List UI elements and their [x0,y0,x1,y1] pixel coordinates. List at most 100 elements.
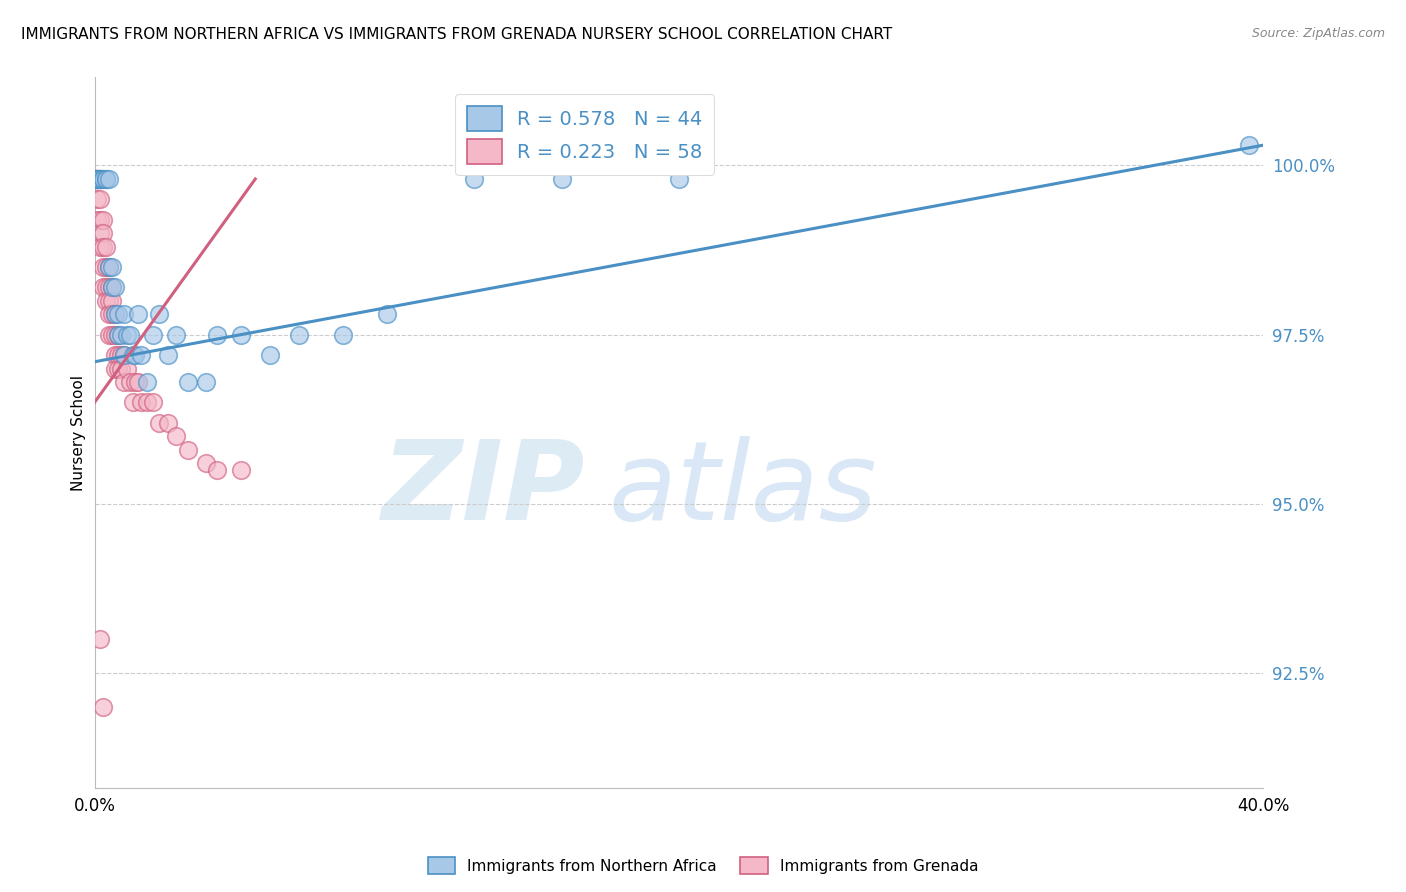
Point [375,307,398,321]
Point [101,260,124,274]
Point [115,361,138,376]
Point [127,375,149,389]
Legend: R = 0.578   N = 44, R = 0.223   N = 58: R = 0.578 N = 44, R = 0.223 N = 58 [456,95,714,176]
Point [98,307,121,321]
Y-axis label: Nursery School: Nursery School [72,375,86,491]
Point [142,395,165,409]
Point [207,327,229,342]
Point [91,212,114,227]
Point [98,327,121,342]
Point [110,348,132,362]
Point [89,240,111,254]
Legend: Immigrants from Northern Africa, Immigrants from Grenada: Immigrants from Northern Africa, Immigra… [422,851,984,880]
Point [177,375,200,389]
Point [104,348,127,362]
Point [86,212,108,227]
Point [86,172,108,186]
Point [668,172,690,186]
Point [156,416,179,430]
Point [96,172,118,186]
Point [91,226,114,240]
Point [165,327,187,342]
Point [207,463,229,477]
Point [107,361,129,376]
Point [96,280,118,294]
Point [89,172,111,186]
Point [89,192,111,206]
Point [229,327,252,342]
Point [86,192,108,206]
Point [229,463,252,477]
Point [98,172,121,186]
Point [118,327,141,342]
Point [107,327,129,342]
Point [107,307,129,321]
Point [165,429,187,443]
Point [86,172,108,186]
Point [177,442,200,457]
Point [91,172,114,186]
Point [148,307,170,321]
Text: Source: ZipAtlas.com: Source: ZipAtlas.com [1251,27,1385,40]
Point [194,456,217,470]
Point [148,416,170,430]
Point [98,260,121,274]
Point [288,327,311,342]
Point [89,212,111,227]
Point [1237,138,1260,153]
Point [112,348,135,362]
Point [104,307,127,321]
Point [91,700,114,714]
Point [112,348,135,362]
Point [107,327,129,342]
Point [96,172,118,186]
Point [124,348,146,362]
Point [107,348,129,362]
Point [98,280,121,294]
Point [91,260,114,274]
Point [84,172,107,186]
Point [89,172,111,186]
Point [194,375,217,389]
Point [101,280,124,294]
Text: IMMIGRANTS FROM NORTHERN AFRICA VS IMMIGRANTS FROM GRENADA NURSERY SCHOOL CORREL: IMMIGRANTS FROM NORTHERN AFRICA VS IMMIG… [21,27,893,42]
Point [101,280,124,294]
Point [142,327,165,342]
Point [463,172,485,186]
Point [98,293,121,308]
Point [89,226,111,240]
Point [156,348,179,362]
Text: ZIP: ZIP [382,436,585,543]
Point [131,395,153,409]
Point [112,375,135,389]
Point [259,348,281,362]
Point [86,172,108,186]
Point [91,280,114,294]
Point [91,240,114,254]
Point [118,375,141,389]
Point [89,632,111,647]
Point [136,375,159,389]
Point [104,361,127,376]
Point [136,395,159,409]
Point [91,172,114,186]
Point [127,307,149,321]
Point [89,172,111,186]
Point [332,327,354,342]
Point [121,348,143,362]
Point [96,240,118,254]
Point [121,395,143,409]
Point [104,307,127,321]
Text: atlas: atlas [609,436,877,543]
Point [104,280,127,294]
Point [98,260,121,274]
Point [84,172,107,186]
Point [104,327,127,342]
Point [110,327,132,342]
Point [115,327,138,342]
Point [101,293,124,308]
Point [112,307,135,321]
Point [101,327,124,342]
Point [131,348,153,362]
Point [96,293,118,308]
